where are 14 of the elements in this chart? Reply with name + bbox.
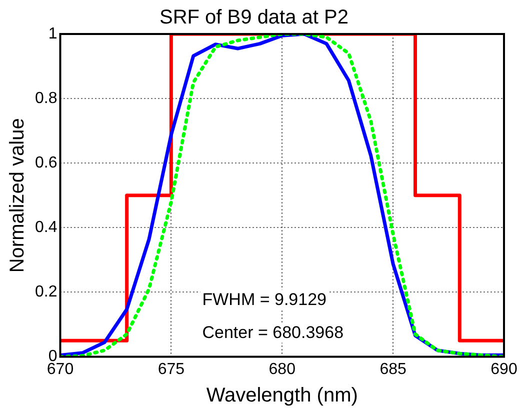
- y-tick-label: 0.2: [34, 284, 58, 301]
- y-tick-label: 0.8: [34, 90, 58, 107]
- y-tick-label: 0.6: [34, 154, 58, 172]
- x-tick-label: 685: [380, 360, 407, 378]
- x-tick-label: 675: [158, 360, 185, 378]
- x-tick-label: 680: [268, 360, 296, 378]
- chart-title: SRF of B9 data at P2: [160, 6, 348, 29]
- x-tick-label: 690: [490, 360, 518, 378]
- x-axis-title: Wavelength (nm): [206, 384, 358, 407]
- y-axis-title: Normalized value: [6, 118, 29, 273]
- y-tick-label: 0.4: [34, 219, 58, 236]
- annotation: FWHM = 9.9129: [202, 290, 326, 309]
- y-tick-label: 1: [48, 25, 58, 42]
- annotation: Center = 680.3968: [202, 322, 344, 342]
